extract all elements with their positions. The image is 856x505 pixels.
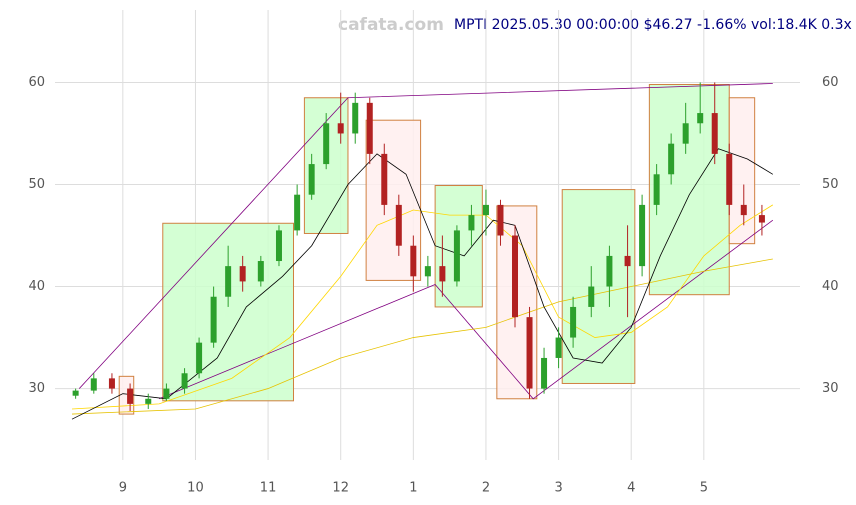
candle-body — [337, 123, 344, 134]
x-tick-label: 11 — [260, 481, 277, 496]
candle-body — [639, 204, 646, 267]
candle-body — [381, 153, 388, 205]
y-tick-label-right: 30 — [822, 381, 839, 396]
candle-body — [294, 194, 301, 231]
box — [561, 189, 636, 384]
candle-body — [395, 204, 402, 246]
candle-body — [512, 235, 519, 318]
y-tick-label: 30 — [28, 381, 45, 396]
trend-line — [71, 148, 774, 420]
x-tick-label: 10 — [187, 481, 204, 496]
candle-body — [196, 342, 203, 374]
candle-body — [588, 286, 595, 307]
candle-body — [726, 153, 733, 205]
candle-body — [624, 255, 631, 267]
trend-line — [78, 83, 773, 389]
candle-body — [453, 230, 460, 282]
watermark: cafata.com — [338, 15, 444, 35]
candle-body — [424, 266, 431, 277]
candle-body — [482, 204, 489, 216]
candle-body — [308, 164, 315, 195]
y-tick-label-right: 40 — [822, 279, 839, 294]
candle-body — [653, 174, 660, 205]
candle-body — [570, 306, 577, 338]
candle-body — [541, 357, 548, 389]
candle-body — [468, 215, 475, 231]
candle-body — [439, 266, 446, 282]
candle-body — [526, 317, 533, 389]
candle-body — [668, 143, 675, 175]
candle-body — [127, 388, 134, 404]
candle-body — [257, 261, 264, 282]
candle-body — [181, 373, 188, 389]
candle-body — [225, 266, 232, 297]
candle-body — [697, 113, 704, 124]
y-tick-label-right: 60 — [822, 75, 839, 90]
x-tick-label: 4 — [627, 481, 635, 496]
y-tick-label-right: 50 — [822, 177, 839, 192]
candle-body — [108, 378, 115, 389]
candle-body — [606, 255, 613, 287]
candle-body — [758, 215, 765, 223]
candle-body — [711, 113, 718, 154]
x-tick-label: 12 — [332, 481, 349, 496]
candle-body — [239, 266, 246, 282]
x-tick-label: 1 — [409, 481, 417, 496]
candle-body — [555, 337, 562, 358]
candle-body — [366, 102, 373, 154]
candle-body — [682, 123, 689, 144]
candle-body — [497, 204, 504, 236]
candle-body — [90, 378, 97, 391]
candle-body — [740, 204, 747, 216]
x-tick-label: 5 — [700, 481, 708, 496]
candle-body — [352, 102, 359, 134]
y-tick-label: 50 — [28, 177, 45, 192]
trend-line — [158, 219, 774, 400]
x-tick-label: 3 — [554, 481, 562, 496]
y-tick-label: 60 — [28, 75, 45, 90]
x-tick-label: 2 — [482, 481, 490, 496]
trend-line — [71, 258, 773, 415]
candle-body — [275, 230, 282, 262]
candle-body — [323, 123, 330, 165]
y-tick-label: 40 — [28, 279, 45, 294]
candle-body — [163, 388, 170, 399]
candle-body — [210, 296, 217, 343]
candle-body — [72, 390, 79, 396]
candle-body — [410, 245, 417, 277]
x-tick-label: 9 — [119, 481, 127, 496]
candle-body — [145, 398, 152, 404]
box — [728, 97, 756, 245]
chart-title: MPTI 2025.05.30 00:00:00 $46.27 -1.66% v… — [454, 17, 852, 33]
